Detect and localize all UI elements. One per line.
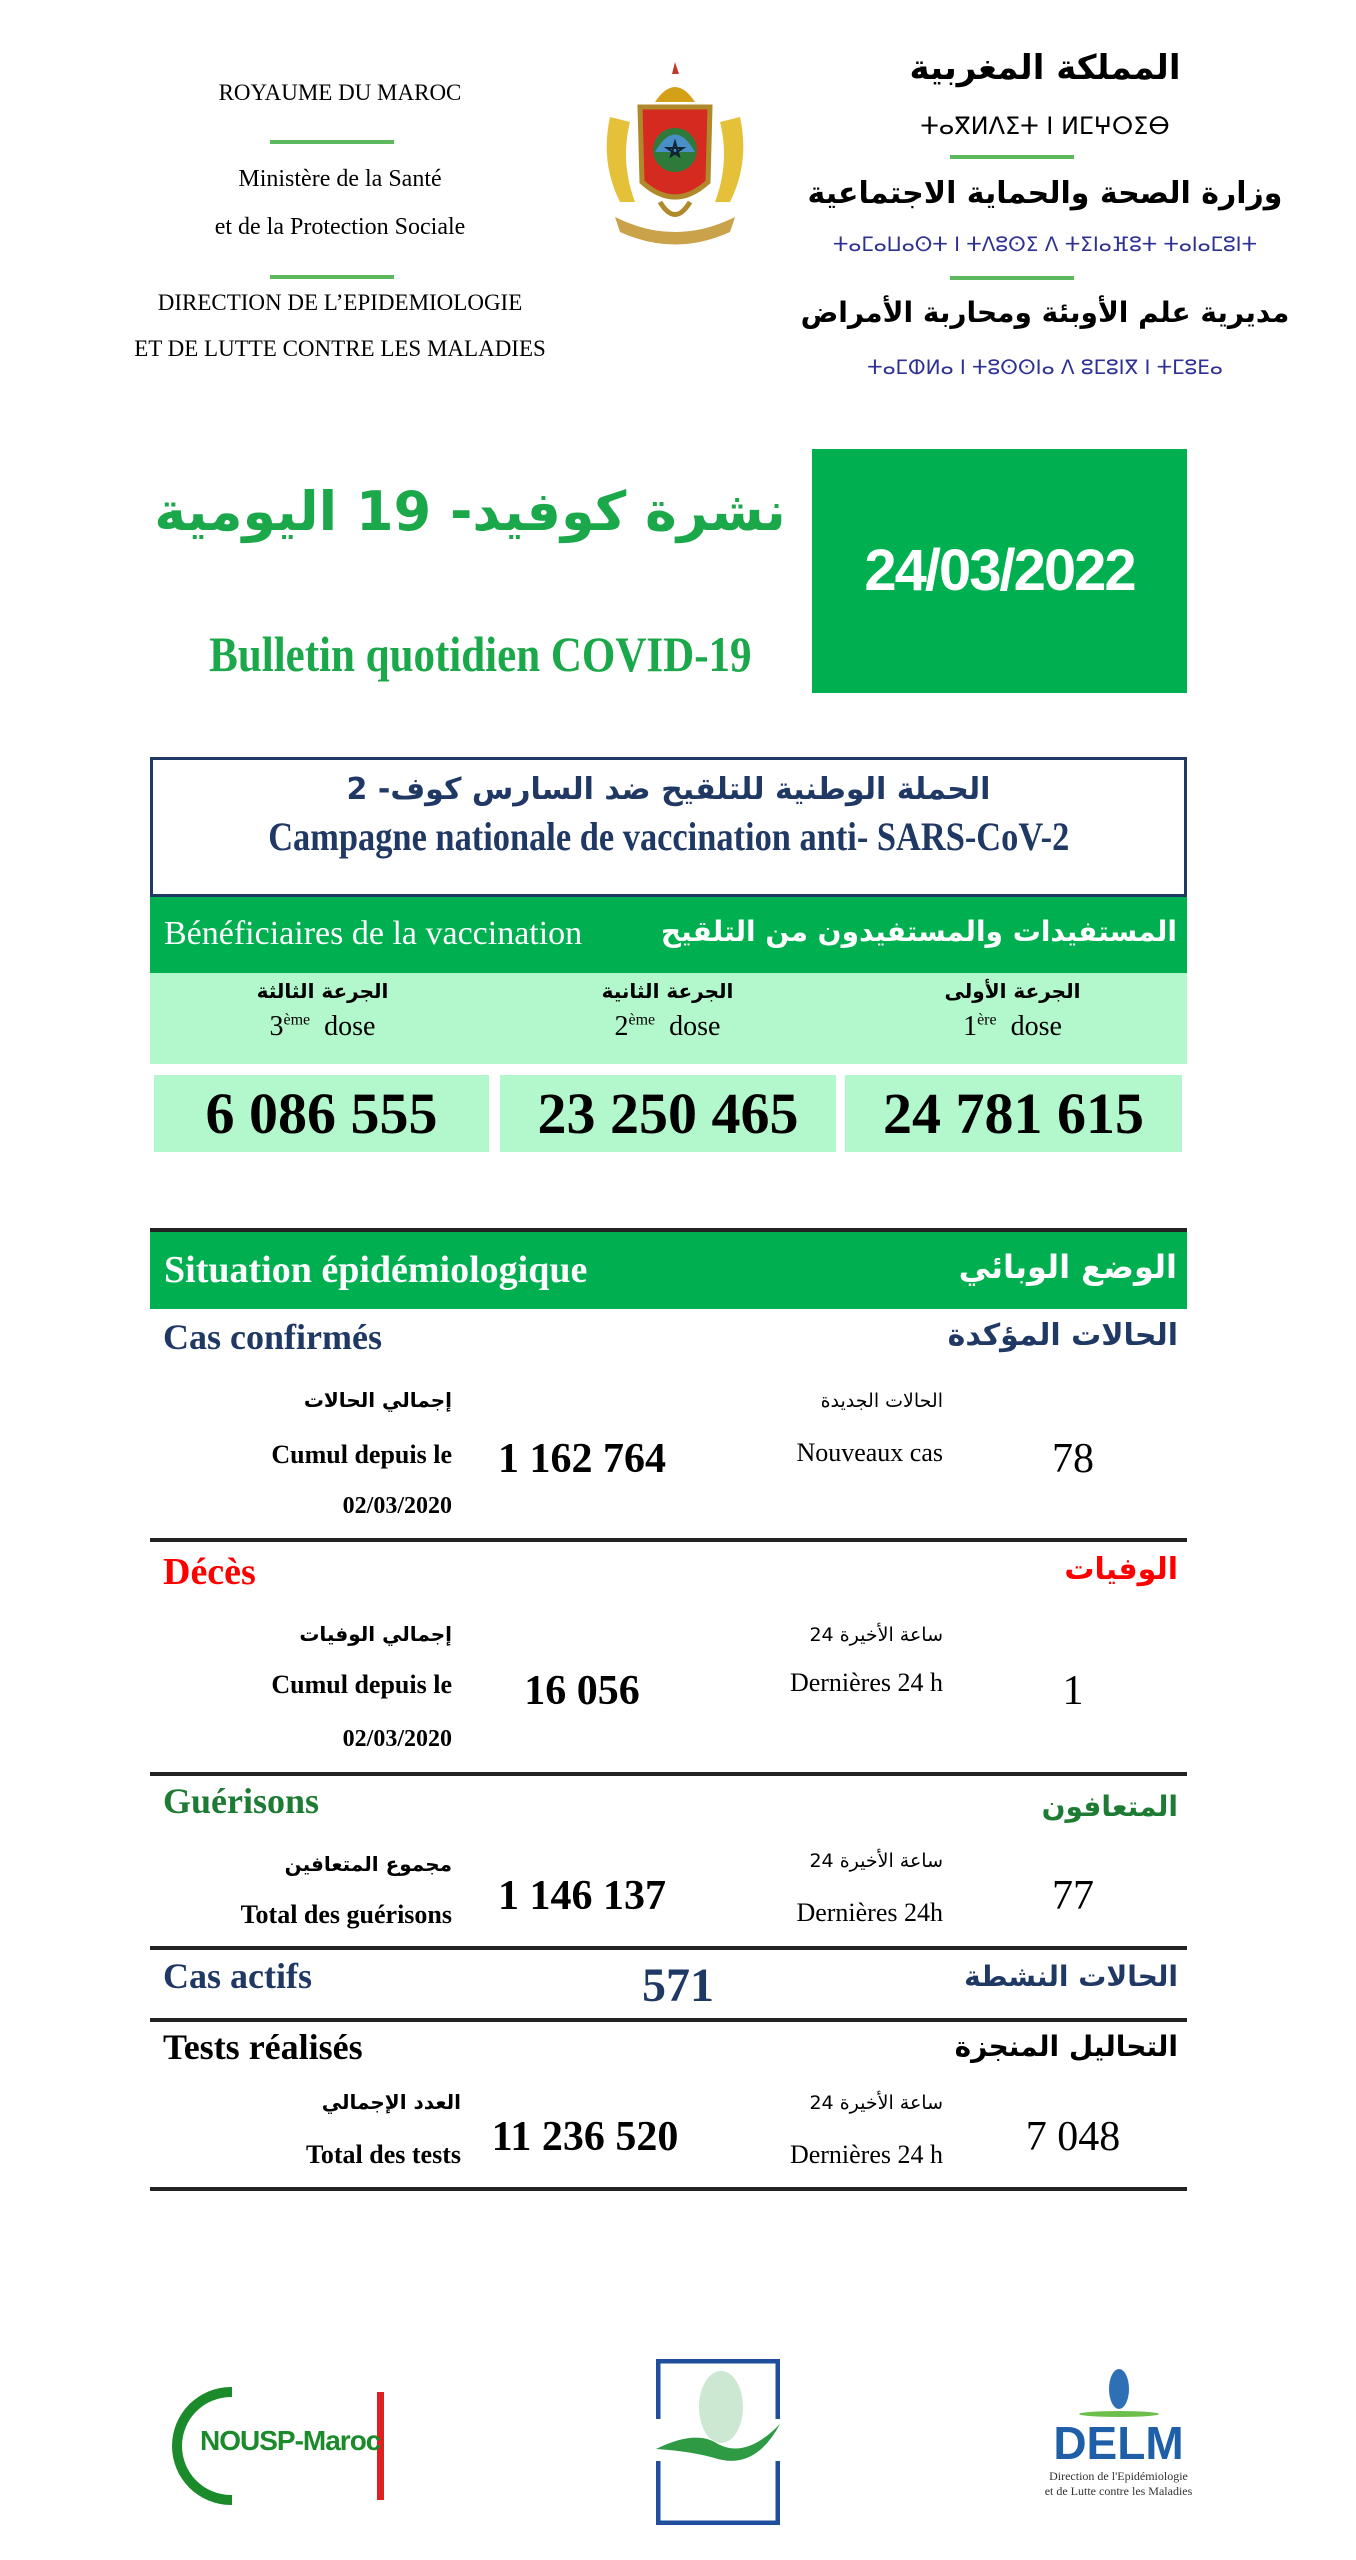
dose-3-value: 6 086 555 — [154, 1075, 489, 1152]
dose-1-value: 24 781 615 — [845, 1075, 1182, 1152]
divider — [150, 1946, 1187, 1950]
tests-ar: التحاليل المنجزة — [954, 2030, 1178, 2063]
recoveries-new: 77 — [1052, 1873, 1094, 1919]
delm-sub-2: et de Lutte contre les Maladies — [1044, 2484, 1193, 2498]
kingdom-ar: المملكة المغربية — [909, 48, 1181, 88]
tests-total-fr: Total des tests — [305, 2140, 461, 2169]
tests-total-ar: العدد الإجمالي — [321, 2090, 461, 2114]
tests-total: 11 236 520 — [491, 2114, 679, 2160]
deaths-new: 1 — [1062, 1668, 1084, 1714]
campaign-title-fr-text: Campagne nationale de vaccination anti- … — [267, 814, 1070, 859]
confirmed-total-fr: Cumul depuis le — [271, 1440, 452, 1469]
deaths-new-fr: Dernières 24 h — [789, 1668, 943, 1697]
bulletin-date: 24/03/2022 — [812, 449, 1187, 693]
divider — [150, 1538, 1187, 1542]
tests-new-fr: Dernières 24 h — [789, 2140, 943, 2169]
beneficiaries-ar: المستفيدات والمستفيدون من التلقيح — [660, 915, 1177, 948]
dose-3-header: الجرعة الثالثة 3ème dose — [150, 979, 495, 1043]
delm-sub-1: Direction de l'Epidémiologie — [1049, 2469, 1188, 2483]
deaths-since: 02/03/2020 — [342, 1726, 452, 1752]
bulletin-title-fr-text: Bulletin quotidien COVID-19 — [208, 626, 752, 682]
deaths-total-fr: Cumul depuis le — [271, 1670, 452, 1699]
coat-of-arms-icon — [606, 62, 744, 245]
recoveries-ar: المتعافون — [1041, 1790, 1178, 1823]
recoveries-new-ar: 24 ساعة الأخيرة — [809, 1850, 943, 1872]
dose-2-header: الجرعة الثانية 2ème dose — [495, 979, 840, 1043]
confirmed-new-fr: Nouveaux cas — [796, 1438, 943, 1467]
recoveries-total-ar: مجموع المتعافين — [284, 1852, 452, 1876]
divider — [150, 2018, 1187, 2022]
active-value: 571 — [642, 1959, 714, 2012]
direction-tif: ⵜⴰⵎⵀⵍⴰ ⵏ ⵜⵓⵙⵙⵏⴰ ⴷ ⵓⵎⵓⵏⴳ ⵏ ⵜⵎⵓⴹⴰ — [867, 355, 1223, 379]
bulletin-title-fr: Bulletin quotidien COVID-19 — [150, 625, 810, 683]
confirmed-fr: Cas confirmés — [163, 1317, 382, 1357]
bulletin-title-ar: نشرة كوفيد- 19 اليومية — [154, 480, 786, 543]
recoveries-new-fr: Dernières 24h — [796, 1898, 943, 1927]
ministry-ar: وزارة الصحة والحماية الاجتماعية — [807, 176, 1283, 211]
divider — [150, 1772, 1187, 1776]
nousp-text: NOUSP-Maroc — [200, 2425, 381, 2456]
divider — [950, 155, 1074, 159]
divider — [150, 2187, 1187, 2191]
ministry-tif: ⵜⴰⵎⴰⵡⴰⵙⵜ ⵏ ⵜⴷⵓⵙⵉ ⴷ ⵜⵉⵏⴰⴼⵓⵜ ⵜⴰⵏⴰⵎⵓⵏⵜ — [833, 232, 1257, 256]
active-ar: الحالات النشطة — [964, 1960, 1178, 1993]
deaths-new-ar: 24 ساعة الأخيرة — [809, 1624, 943, 1646]
dose-header-row: الجرعة الثالثة 3ème dose الجرعة الثانية … — [150, 973, 1187, 1064]
deaths-total-ar: إجمالي الوفيات — [299, 1622, 452, 1646]
vaccination-campaign-box: الحملة الوطنية للتلقيح ضد السارس كوف- 2 … — [150, 757, 1187, 897]
direction-fr-2: ET DE LUTTE CONTRE LES MALADIES — [134, 336, 546, 361]
active-fr: Cas actifs — [163, 1956, 312, 1996]
dose-1-ar: الجرعة الأولى — [944, 979, 1081, 1003]
deaths-total: 16 056 — [524, 1668, 640, 1714]
direction-ar: مديرية علم الأوبئة ومحاربة الأمراض — [800, 296, 1290, 329]
situation-ar: الوضع الوبائي — [958, 1248, 1177, 1286]
dose-2-label: 2ème dose — [614, 1011, 721, 1042]
tests-new-ar: 24 ساعة الأخيرة — [809, 2092, 943, 2114]
deaths-fr: Décès — [163, 1551, 256, 1593]
situation-band: Situation épidémiologique الوضع الوبائي — [150, 1232, 1187, 1309]
campaign-title-ar: الحملة الوطنية للتلقيح ضد السارس كوف- 2 — [346, 772, 991, 807]
ministry-fr-2: et de la Protection Sociale — [214, 214, 466, 240]
recoveries-total-fr: Total des guérisons — [240, 1900, 452, 1929]
beneficiaries-fr: Bénéficiaires de la vaccination — [164, 915, 583, 952]
divider — [950, 276, 1074, 280]
situation-fr: Situation épidémiologique — [164, 1249, 588, 1291]
divider — [150, 1228, 1187, 1232]
delm-logo: DELM Direction de l'Epidémiologie et de … — [1030, 2369, 1207, 2512]
ministry-logo-icon — [656, 2359, 780, 2525]
campaign-title-fr: Campagne nationale de vaccination anti- … — [153, 813, 1184, 860]
dose-1-label: 1ère dose — [963, 1011, 1062, 1042]
dose-3-label: 3ème dose — [269, 1011, 376, 1042]
kingdom-tif: ⵜⴰⴳⵍⴷⵉⵜ ⵏ ⵍⵎⵖⵔⵉⴱ — [920, 112, 1170, 140]
recoveries-total: 1 146 137 — [498, 1873, 666, 1919]
dose-1-header: الجرعة الأولى 1ère dose — [840, 979, 1185, 1043]
confirmed-ar: الحالات المؤكدة — [947, 1318, 1178, 1353]
confirmed-since: 02/03/2020 — [342, 1493, 452, 1519]
nousp-logo: NOUSP-Maroc — [172, 2387, 384, 2505]
vaccination-band: Bénéficiaires de la vaccination المستفيد… — [150, 897, 1187, 973]
kingdom-fr: ROYAUME DU MAROC — [218, 80, 462, 105]
dose-2-value: 23 250 465 — [500, 1075, 836, 1152]
divider — [270, 275, 394, 279]
ministry-fr-1: Ministère de la Santé — [238, 166, 442, 192]
confirmed-total-ar: إجمالي الحالات — [303, 1388, 452, 1412]
direction-fr-1: DIRECTION DE L’EPIDEMIOLOGIE — [157, 290, 523, 315]
dose-3-ar: الجرعة الثالثة — [256, 979, 389, 1003]
deaths-ar: الوفيات — [1064, 1552, 1178, 1587]
dose-2-ar: الجرعة الثانية — [601, 979, 734, 1003]
delm-arm-icon — [1078, 2411, 1159, 2417]
confirmed-total: 1 162 764 — [498, 1436, 666, 1482]
confirmed-new-ar: الحالات الجديدة — [820, 1390, 943, 1412]
tests-new: 7 048 — [1025, 2114, 1121, 2160]
delm-text: DELM — [1053, 2417, 1184, 2469]
tests-fr: Tests réalisés — [163, 2027, 363, 2067]
nousp-red-bar — [377, 2392, 384, 2500]
recoveries-fr: Guérisons — [163, 1781, 320, 1821]
delm-figure-icon — [1108, 2369, 1129, 2409]
confirmed-new: 78 — [1052, 1436, 1094, 1482]
divider — [270, 140, 394, 144]
